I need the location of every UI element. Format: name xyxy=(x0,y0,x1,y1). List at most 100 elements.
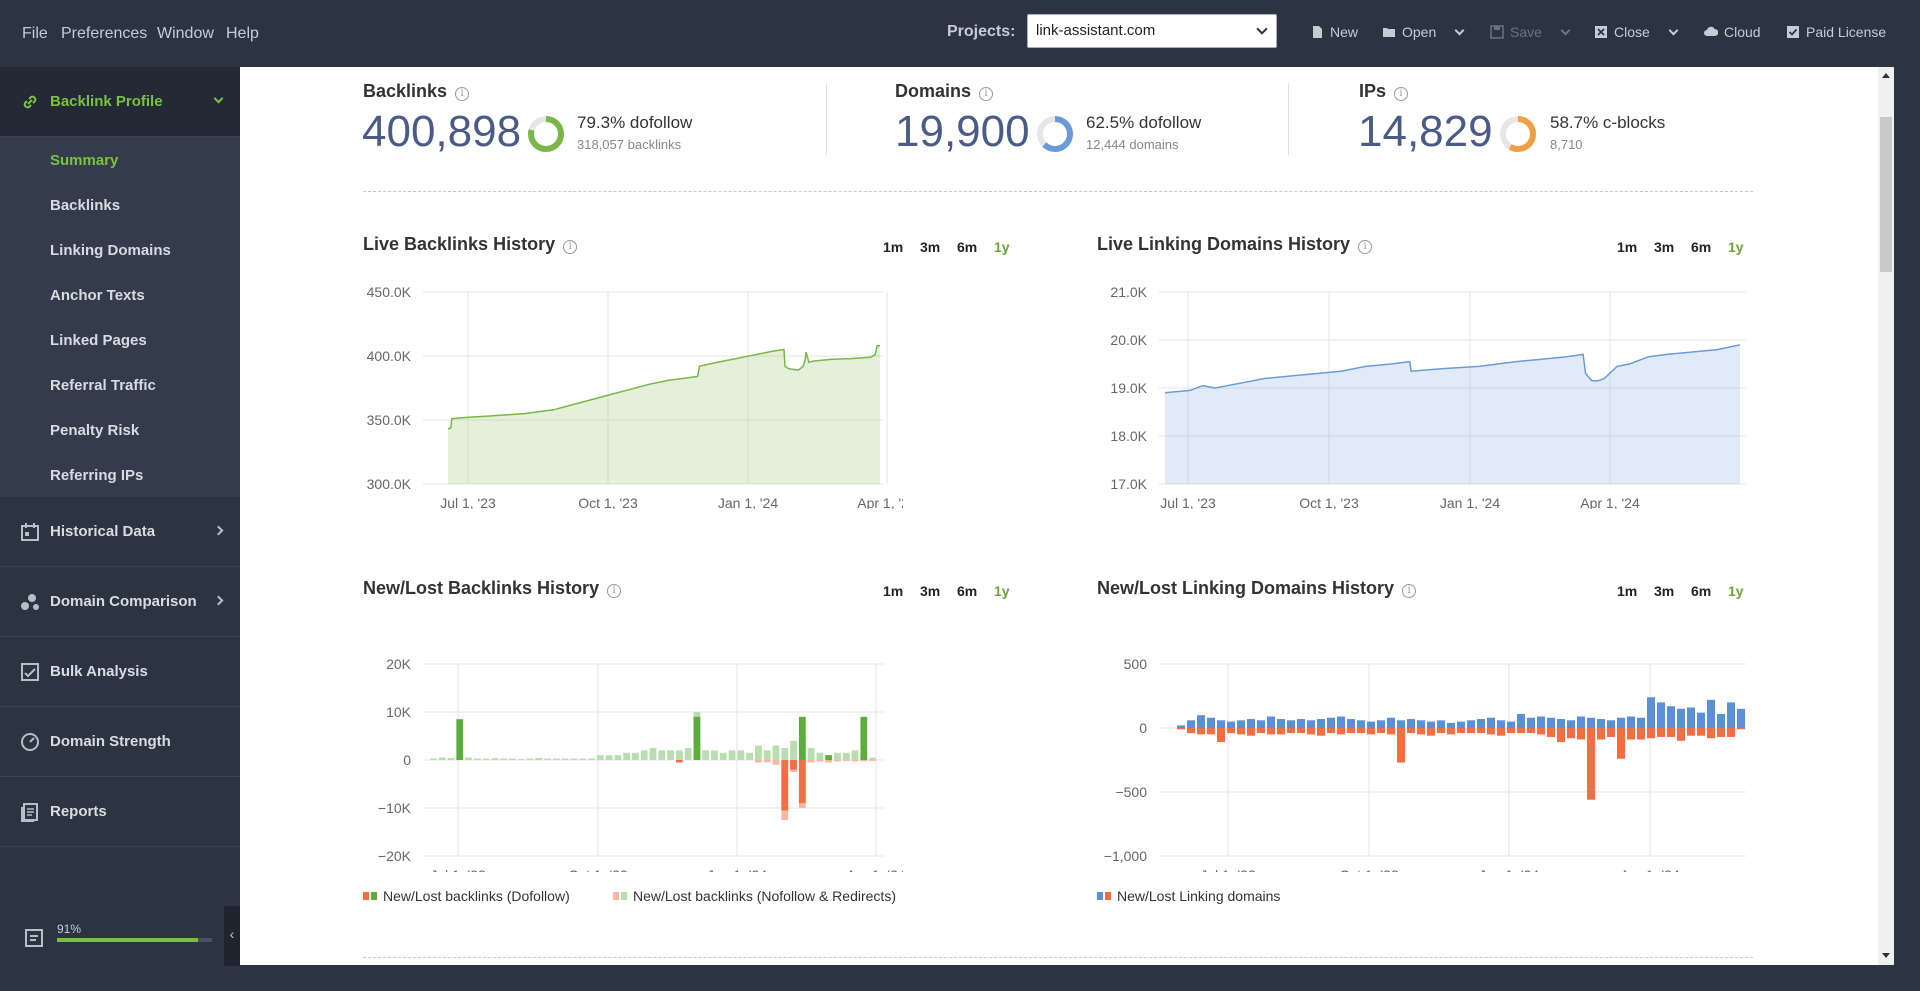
sidebar-item-domain-strength[interactable]: Domain Strength xyxy=(0,707,240,777)
lost-bar xyxy=(1587,728,1595,800)
scrollbar-thumb[interactable] xyxy=(1880,117,1892,272)
legend-dofollow[interactable]: New/Lost backlinks (Dofollow) xyxy=(363,888,570,904)
range-1y[interactable]: 1y xyxy=(1728,583,1744,599)
lost-bar xyxy=(834,760,841,762)
range-6m[interactable]: 6m xyxy=(957,239,978,255)
range-6m[interactable]: 6m xyxy=(957,583,978,599)
menu-help[interactable]: Help xyxy=(226,25,259,42)
range-1m[interactable]: 1m xyxy=(883,583,904,599)
sidebar-item-backlink-profile[interactable]: Backlink Profile xyxy=(0,67,240,137)
range-3m[interactable]: 3m xyxy=(920,239,941,255)
range-3m[interactable]: 3m xyxy=(1654,239,1675,255)
close-dropdown-icon[interactable] xyxy=(1668,25,1679,35)
dofollow-donut xyxy=(528,116,564,152)
info-icon[interactable]: i xyxy=(607,584,622,598)
range-1m[interactable]: 1m xyxy=(883,239,904,255)
lost-bar xyxy=(790,760,797,770)
scroll-up-icon[interactable] xyxy=(1881,71,1891,79)
cloud-button-label: Cloud xyxy=(1724,24,1761,40)
sidebar-item-reports[interactable]: Reports xyxy=(0,777,240,847)
bulk-analysis-icon xyxy=(21,663,39,681)
range-1m[interactable]: 1m xyxy=(1617,239,1638,255)
new-bar xyxy=(579,758,587,760)
tasks-icon xyxy=(25,929,43,947)
new-bar xyxy=(605,755,613,760)
sidebar-subitem-backlinks[interactable]: Backlinks xyxy=(50,197,121,214)
range-1y[interactable]: 1y xyxy=(1728,239,1744,255)
sidebar-subitem-summary[interactable]: Summary xyxy=(50,152,119,169)
info-icon[interactable]: i xyxy=(1358,240,1373,254)
open-button[interactable]: Open xyxy=(1382,24,1465,40)
area-fill xyxy=(448,345,880,484)
scroll-down-icon[interactable] xyxy=(1881,952,1891,960)
project-select[interactable]: link-assistant.com xyxy=(1027,14,1277,48)
save-button[interactable]: Save xyxy=(1490,24,1571,40)
new-bar xyxy=(1247,719,1255,728)
new-bar xyxy=(842,752,850,760)
menu-window[interactable]: Window xyxy=(157,25,214,42)
vertical-scrollbar[interactable] xyxy=(1878,67,1894,965)
section-divider xyxy=(363,191,1753,192)
range-1y[interactable]: 1y xyxy=(994,583,1010,599)
lost-bar xyxy=(1367,728,1375,735)
range-6m[interactable]: 6m xyxy=(1691,239,1712,255)
info-icon[interactable]: i xyxy=(979,87,994,101)
newlost-domains-chart: −1,000 −500 0 500 Jul 1, '23 Oct 1, '23 Jan 1,… xyxy=(1104,656,1746,872)
sidebar-subitem-penalty-risk[interactable]: Penalty Risk xyxy=(50,422,140,439)
info-icon[interactable]: i xyxy=(1402,584,1417,598)
new-bar xyxy=(491,758,499,760)
range-1y[interactable]: 1y xyxy=(994,239,1010,255)
legend-nofollow[interactable]: New/Lost backlinks (Nofollow & Redirects… xyxy=(613,888,896,904)
save-dropdown-icon[interactable] xyxy=(1560,25,1571,35)
new-button[interactable]: New xyxy=(1310,24,1358,40)
sidebar-subitem-referring-ips[interactable]: Referring IPs xyxy=(50,467,144,484)
cloud-button[interactable]: Cloud xyxy=(1704,24,1761,40)
close-button[interactable]: Close xyxy=(1594,24,1679,40)
top-toolbar: File Preferences Window Help Projects: l… xyxy=(0,0,1920,67)
chart-title-text: Live Linking Domains History xyxy=(1097,234,1351,254)
range-6m[interactable]: 6m xyxy=(1691,583,1712,599)
lost-bar xyxy=(1407,728,1415,734)
sidebar-subitem-anchor-texts[interactable]: Anchor Texts xyxy=(50,287,145,304)
info-icon[interactable]: i xyxy=(563,240,578,254)
open-dropdown-icon[interactable] xyxy=(1454,25,1465,35)
stat-domains-pct: 62.5% dofollow xyxy=(1086,113,1202,132)
collapse-sidebar-button[interactable]: ‹ xyxy=(224,906,240,966)
info-icon[interactable]: i xyxy=(455,87,470,101)
info-icon[interactable]: i xyxy=(1394,87,1409,101)
legend-linking-domains[interactable]: New/Lost Linking domains xyxy=(1097,888,1280,904)
save-button-label: Save xyxy=(1510,24,1542,40)
sidebar-submenu: Summary Backlinks Linking Domains Anchor… xyxy=(0,137,240,497)
x-tick-label: Jul 1, '23 xyxy=(1200,867,1256,872)
range-1m[interactable]: 1m xyxy=(1617,583,1638,599)
lost-bar xyxy=(1677,728,1685,741)
new-bar xyxy=(465,757,472,760)
sidebar-subitem-linked-pages[interactable]: Linked Pages xyxy=(50,332,147,349)
sidebar-item-bulk-analysis[interactable]: Bulk Analysis xyxy=(0,637,240,707)
new-bar xyxy=(1717,713,1725,728)
sidebar-subitem-linking-domains[interactable]: Linking Domains xyxy=(50,242,171,259)
lost-bar xyxy=(1607,728,1615,737)
x-tick-label: Oct 1, '23 xyxy=(1299,495,1359,509)
sidebar-item-domain-comparison[interactable]: Domain Comparison xyxy=(0,567,240,637)
legend-label: New/Lost Linking domains xyxy=(1117,888,1281,904)
task-progress[interactable]: 91% xyxy=(20,922,220,962)
new-bar xyxy=(1597,719,1605,728)
sidebar-subitem-referral-traffic[interactable]: Referral Traffic xyxy=(50,377,156,394)
legend-swatch xyxy=(371,892,377,900)
license-button[interactable]: Paid License xyxy=(1786,24,1886,40)
lost-bar xyxy=(1297,728,1305,734)
menu-preferences[interactable]: Preferences xyxy=(61,25,148,42)
lost-bar xyxy=(1267,728,1275,735)
new-bar xyxy=(755,745,762,760)
menu-file[interactable]: File xyxy=(22,25,48,42)
new-bar xyxy=(816,752,824,760)
cloud-icon xyxy=(1704,26,1718,36)
new-bar xyxy=(1457,721,1465,728)
sidebar-item-historical-data[interactable]: Historical Data xyxy=(0,497,240,567)
new-bar xyxy=(588,758,595,760)
new-bar xyxy=(649,748,657,760)
lost-bar xyxy=(1577,728,1585,740)
range-3m[interactable]: 3m xyxy=(1654,583,1675,599)
range-3m[interactable]: 3m xyxy=(920,583,941,599)
